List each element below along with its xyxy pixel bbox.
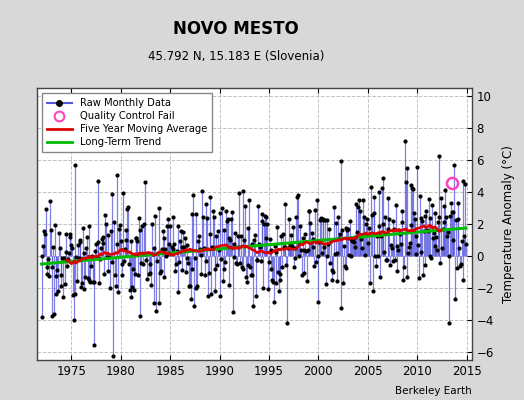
Text: Berkeley Earth: Berkeley Earth [395,386,472,396]
Y-axis label: Temperature Anomaly (°C): Temperature Anomaly (°C) [502,145,515,303]
Text: 45.792 N, 15.183 E (Slovenia): 45.792 N, 15.183 E (Slovenia) [148,50,324,63]
Text: NOVO MESTO: NOVO MESTO [173,20,299,38]
Legend: Raw Monthly Data, Quality Control Fail, Five Year Moving Average, Long-Term Tren: Raw Monthly Data, Quality Control Fail, … [42,93,212,152]
